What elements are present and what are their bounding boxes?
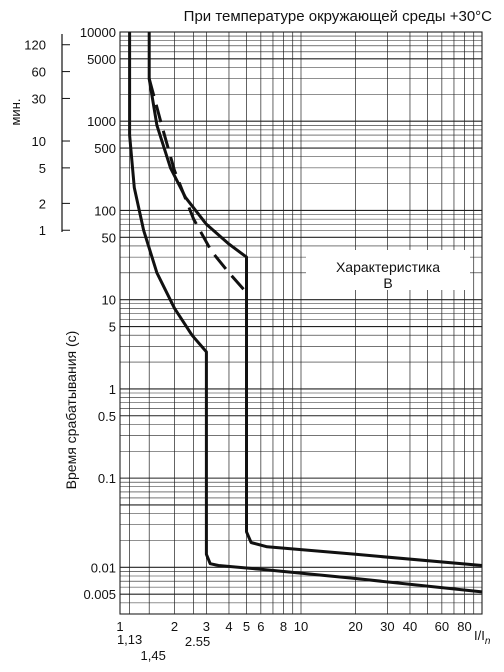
y-tick-label: 5000 [87, 52, 116, 67]
y-tick-label: 100 [94, 203, 116, 218]
minute-tick-labels: 120 60 30 10 5 2 1 [24, 38, 70, 238]
minute-tick-label: 10 [32, 134, 46, 149]
x-extra-label: 1,13 [117, 632, 142, 647]
y-axis-label: Время срабатывания (с) [63, 331, 79, 490]
minute-tick-label: 2 [39, 196, 46, 211]
y-tick-label: 1000 [87, 114, 116, 129]
curve-solid-0 [128, 32, 483, 594]
y-tick-label: 0.01 [91, 560, 116, 575]
curve-solid-1 [147, 31, 483, 567]
y-tick-label: 5 [109, 320, 116, 335]
x-tick-label: 40 [403, 619, 417, 634]
y-tick-label: 50 [102, 230, 116, 245]
y-tick-label: 10 [102, 293, 116, 308]
minute-tick-label: 5 [39, 161, 46, 176]
characteristic-label: Характеристика [336, 259, 440, 275]
x-tick-label: 10 [294, 619, 308, 634]
curve-dashed-2 [147, 78, 248, 294]
chart-title: При температуре окружающей среды +30°C [184, 8, 493, 25]
x-tick-label: 2 [171, 619, 178, 634]
minute-tick-label: 60 [32, 65, 46, 80]
x-axis-label: I/In [474, 628, 491, 647]
minute-tick-label: 1 [39, 223, 46, 238]
y-tick-labels: 10000 5000 1000 500 100 50 10 5 1 0.5 0.1 0.01 0.005 [80, 25, 116, 602]
characteristic-letter: B [383, 275, 392, 291]
y-tick-label: 10000 [80, 25, 116, 40]
x-tick-label: 3 [203, 619, 210, 634]
minute-tick-label: 30 [32, 91, 46, 106]
y-tick-label: 500 [94, 141, 116, 156]
x-tick-label: 8 [280, 619, 287, 634]
x-tick-label: 20 [348, 619, 362, 634]
x-tick-label: 30 [380, 619, 394, 634]
characteristic-box-bg [306, 250, 470, 290]
y-tick-label: 0.5 [98, 409, 116, 424]
minutes-axis-label: мин. [8, 99, 23, 126]
y-tick-label: 0.005 [83, 587, 116, 602]
x-tick-label: 5 [243, 619, 250, 634]
y-tick-label: 1 [109, 382, 116, 397]
x-extra-label: 1,45 [141, 648, 166, 663]
x-tick-label: 1 [116, 619, 123, 634]
trip-curves [128, 31, 483, 594]
x-tick-label: 80 [457, 619, 471, 634]
x-tick-label: 4 [225, 619, 232, 634]
grid [119, 31, 483, 615]
x-tick-labels: 1 2 3 4 5 6 8 10 20 30 40 60 80 1,131,45 2.55 [116, 619, 471, 663]
x-tick-label: 6 [257, 619, 264, 634]
x-extra-label: 2.55 [185, 634, 210, 649]
minute-tick-label: 120 [24, 38, 46, 53]
x-tick-label: 60 [435, 619, 449, 634]
plot-frame [119, 31, 483, 615]
y-tick-label: 0.1 [98, 471, 116, 486]
